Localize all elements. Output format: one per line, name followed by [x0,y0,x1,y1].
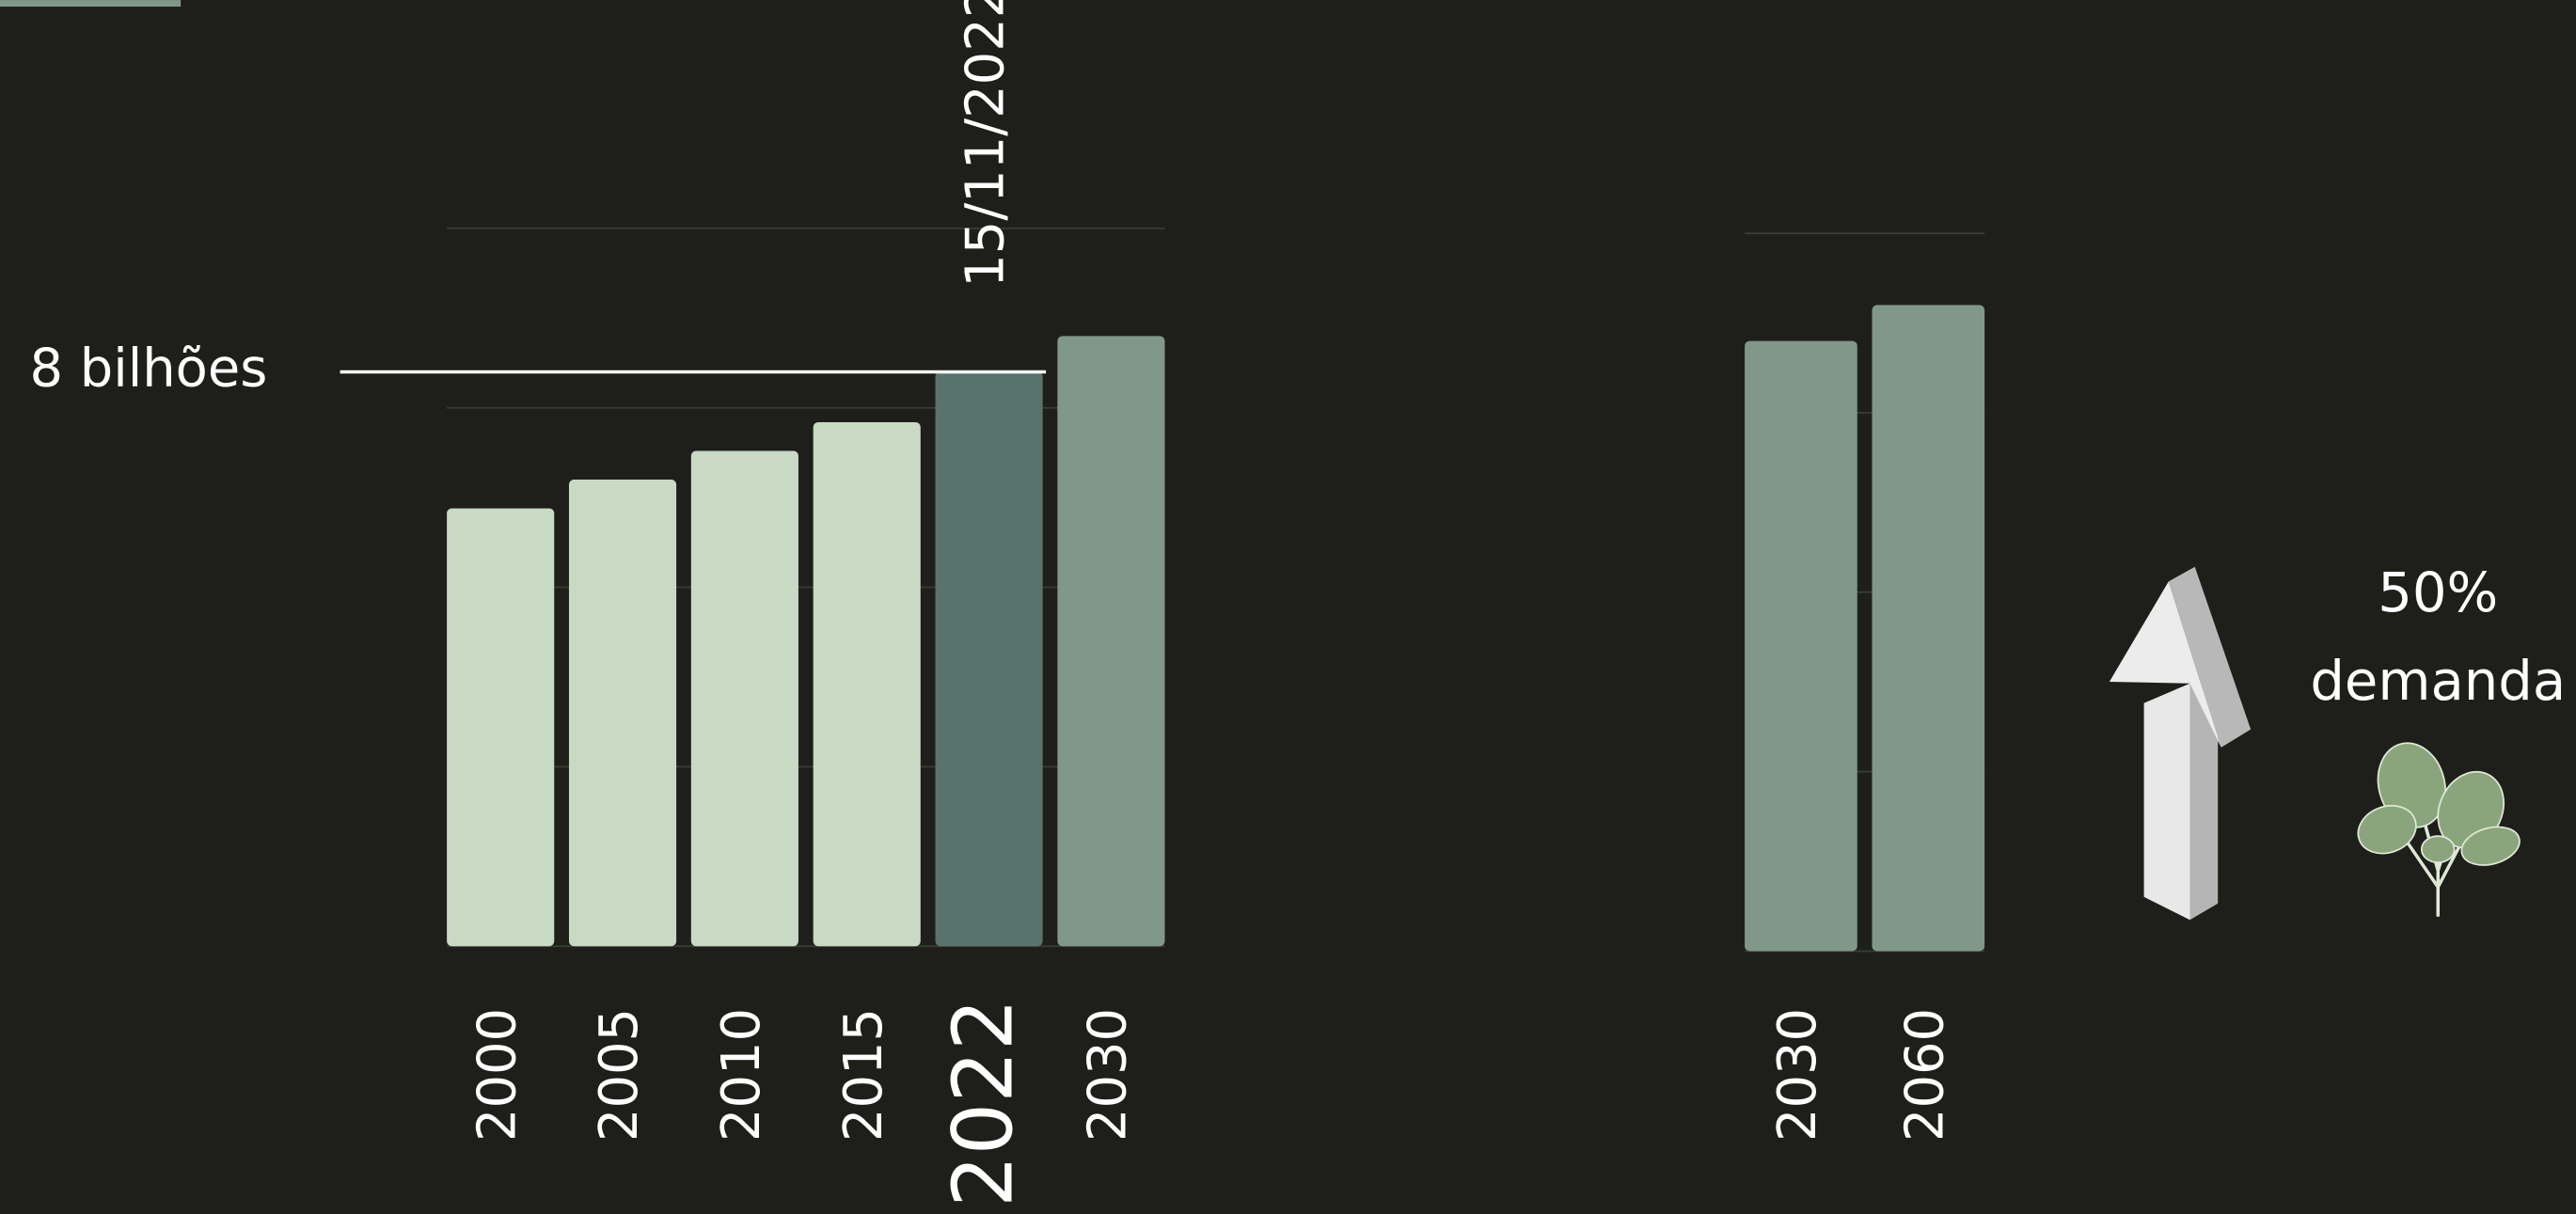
x-tick-label: 2030 [1078,1008,1139,1142]
plant-icon [2357,742,2521,917]
x-tick-label: 2022 [936,999,1032,1207]
x-tick-label: 2060 [1894,1008,1955,1142]
x-tick-label: 2000 [466,1008,528,1142]
bar [568,480,677,947]
callout-label: demanda [2310,649,2566,713]
x-tick-label: 2015 [833,1008,894,1142]
bar [1745,340,1857,952]
bar [447,508,555,947]
x-tick-label: 2030 [1767,1008,1828,1142]
date-label: 15/11/2022 [956,0,1017,288]
reference-label: 8 bilhões [29,339,267,400]
bar [935,371,1043,947]
bar [1057,336,1165,947]
bar [1872,305,1985,952]
callout-value: 50% [2378,560,2498,624]
x-tick-label: 2005 [589,1008,650,1142]
x-tick-label: 2010 [711,1008,772,1142]
arrow-icon [2109,566,2252,921]
bar [813,421,921,947]
top-accent [0,0,182,8]
bar [690,450,798,947]
plots: 2000 2005 2010 2015 2022 2030 8 bilhões 15/11/2… [29,0,1985,1207]
